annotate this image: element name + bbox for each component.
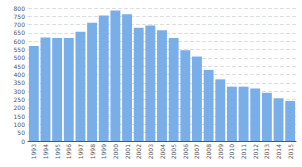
svg-text:1996: 1996 [65,144,72,159]
svg-text:2015: 2015 [287,144,294,159]
svg-text:2010: 2010 [228,144,235,159]
svg-text:300: 300 [14,88,26,95]
svg-text:450: 450 [14,63,26,70]
svg-text:2014: 2014 [275,144,282,159]
svg-text:550: 550 [14,46,26,53]
svg-text:500: 500 [14,54,26,61]
svg-text:800: 800 [14,5,26,12]
svg-text:2007: 2007 [193,144,200,159]
svg-text:50: 50 [17,129,25,136]
svg-text:200: 200 [14,104,26,111]
svg-text:2013: 2013 [263,144,270,159]
svg-text:2006: 2006 [182,144,189,159]
svg-text:1997: 1997 [77,144,84,159]
svg-text:350: 350 [14,79,26,86]
svg-text:2002: 2002 [135,144,142,159]
svg-text:2005: 2005 [170,144,177,159]
svg-text:650: 650 [14,29,26,36]
svg-text:2008: 2008 [205,144,212,159]
svg-text:2004: 2004 [159,144,166,159]
svg-text:2011: 2011 [240,144,247,159]
svg-text:1999: 1999 [100,144,107,159]
svg-text:1994: 1994 [42,144,49,159]
svg-text:250: 250 [14,96,26,103]
svg-text:100: 100 [14,121,26,128]
svg-text:700: 700 [14,21,26,28]
svg-text:1995: 1995 [54,144,61,159]
svg-text:150: 150 [14,113,26,120]
svg-text:1998: 1998 [89,144,96,159]
svg-text:0: 0 [21,138,25,145]
svg-text:400: 400 [14,71,26,78]
svg-text:2001: 2001 [124,144,131,159]
svg-text:1993: 1993 [30,144,37,159]
svg-text:2003: 2003 [147,144,154,159]
svg-text:2009: 2009 [217,144,224,159]
svg-text:2000: 2000 [112,144,119,159]
svg-text:750: 750 [14,13,26,20]
svg-text:600: 600 [14,38,26,45]
svg-text:2012: 2012 [252,144,259,159]
